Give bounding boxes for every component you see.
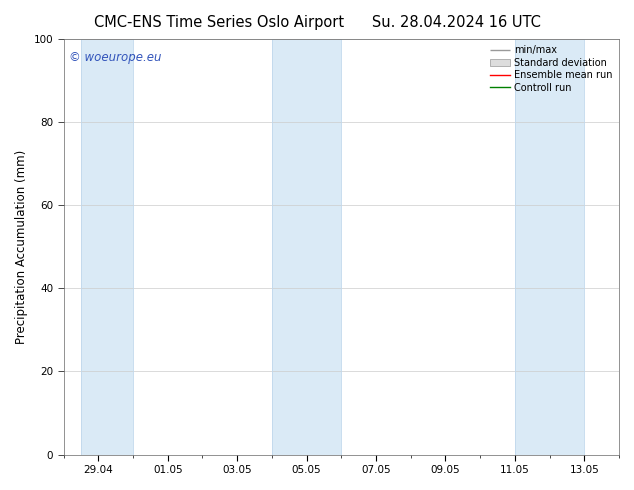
Legend: min/max, Standard deviation, Ensemble mean run, Controll run: min/max, Standard deviation, Ensemble me… <box>488 44 614 95</box>
Bar <box>272 39 341 455</box>
Bar <box>515 39 585 455</box>
Bar <box>81 39 133 455</box>
Text: © woeurope.eu: © woeurope.eu <box>69 51 162 64</box>
Y-axis label: Precipitation Accumulation (mm): Precipitation Accumulation (mm) <box>15 149 28 343</box>
Text: CMC-ENS Time Series Oslo Airport      Su. 28.04.2024 16 UTC: CMC-ENS Time Series Oslo Airport Su. 28.… <box>94 15 540 30</box>
